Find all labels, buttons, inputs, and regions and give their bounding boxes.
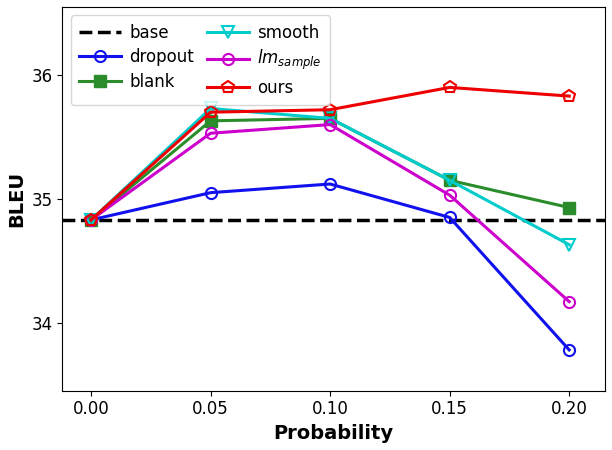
ours	[88, 217, 95, 223]
blank	[88, 217, 95, 223]
ours	[326, 107, 334, 112]
X-axis label: Probability: Probability	[274, 424, 394, 443]
dropout	[88, 217, 95, 223]
$lm_{sample}$	[207, 130, 214, 136]
smooth	[565, 242, 573, 248]
dropout	[565, 347, 573, 353]
Line: dropout: dropout	[86, 179, 575, 356]
ours	[565, 94, 573, 99]
$lm_{sample}$	[326, 122, 334, 127]
smooth	[207, 106, 214, 111]
dropout	[446, 215, 453, 220]
blank	[326, 116, 334, 121]
ours	[207, 109, 214, 115]
dropout	[207, 190, 214, 195]
blank	[207, 118, 214, 124]
blank	[565, 205, 573, 210]
$lm_{sample}$	[446, 193, 453, 198]
$lm_{sample}$	[565, 299, 573, 304]
Legend: base, dropout, blank, smooth, $lm_{sample}$, ours: base, dropout, blank, smooth, $lm_{sampl…	[70, 15, 330, 105]
Line: $lm_{sample}$: $lm_{sample}$	[86, 119, 575, 307]
Line: blank: blank	[86, 113, 575, 225]
dropout	[326, 181, 334, 187]
Line: smooth: smooth	[85, 102, 575, 251]
ours	[446, 85, 453, 90]
blank	[446, 178, 453, 183]
Line: ours: ours	[85, 81, 575, 226]
Y-axis label: BLEU: BLEU	[7, 171, 26, 227]
smooth	[326, 116, 334, 121]
smooth	[88, 217, 95, 223]
smooth	[446, 178, 453, 183]
$lm_{sample}$	[88, 217, 95, 223]
